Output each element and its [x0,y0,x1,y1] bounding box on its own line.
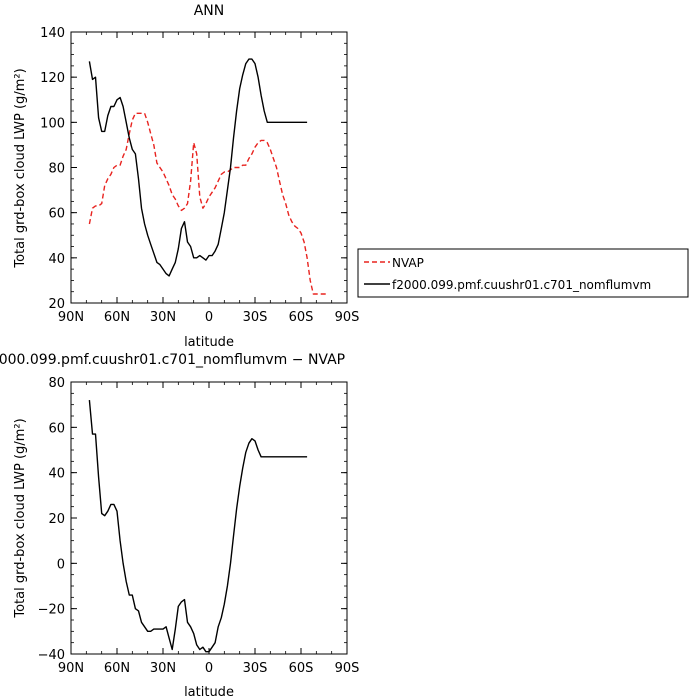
top-x-tick-label: 90N [58,310,84,325]
bottom-x-tick-label: 90N [58,661,84,676]
bottom-y-tick-label: −20 [38,603,65,618]
top-y-tick-label: 40 [48,252,65,267]
top-x-axis-label: latitude [184,335,234,350]
legend-box [357,248,689,298]
top-series-lines [88,58,329,295]
top-x-tick-label: 30N [150,310,176,325]
top-x-ticks: 90N 60N 30N 0 30S 60S 90S [58,32,360,325]
bottom-y-tick-label: 80 [48,376,65,391]
bottom-x-tick-label: 60N [104,661,130,676]
top-legend: NVAP f2000.099.pmf.cuushr01.c701_nomflum… [357,248,689,298]
top-chart-title: ANN [194,3,225,19]
top-y-ticks: 20 40 60 80 100 120 140 [40,26,347,312]
top-y-tick-label: 120 [40,71,65,86]
bottom-y-tick-label: 0 [57,557,65,572]
legend-label-nvap: NVAP [392,256,424,270]
bottom-x-ticks: 90N 60N 30N 0 30S 60S 90S [58,382,360,676]
top-x-tick-label: 60S [289,310,314,325]
bottom-series-lines [88,400,308,653]
bottom-y-axis-label: Total grd-box cloud LWP (g/m²) [13,418,28,618]
top-y-tick-label: 20 [48,297,65,312]
bottom-x-tick-label: 30N [150,661,176,676]
bottom-y-tick-label: 20 [48,512,65,527]
top-x-tick-label: 0 [205,310,213,325]
bottom-y-tick-label: 60 [48,421,65,436]
bottom-y-ticks: −40 −20 0 20 40 60 80 [38,376,347,663]
bottom-x-axis-label: latitude [184,685,234,700]
bottom-y-tick-label: 40 [48,467,65,482]
top-y-tick-label: 140 [40,26,65,41]
top-x-tick-label: 60N [104,310,130,325]
top-y-axis-label: Total grd-box cloud LWP (g/m²) [13,68,28,268]
bottom-x-tick-label: 90S [335,661,360,676]
bottom-series-line-difference [88,400,308,653]
top-x-tick-label: 90S [335,310,360,325]
bottom-plot-frame [70,381,348,655]
top-y-tick-label: 80 [48,162,65,177]
top-y-tick-label: 60 [48,207,65,222]
bottom-chart-title: f2000.099.pmf.cuushr01.c701_nomflumvm − … [0,352,345,368]
top-plot-frame [70,31,348,304]
bottom-x-tick-label: 0 [205,661,213,676]
top-x-tick-label: 30S [243,310,268,325]
top-y-tick-label: 100 [40,116,65,131]
top-series-line-f2000-099-pmf-cuushr01-c701-nomflumvm [88,58,308,277]
bottom-y-tick-label: −40 [38,648,65,663]
legend-label-model: f2000.099.pmf.cuushr01.c701_nomflumvm [392,278,651,292]
bottom-x-tick-label: 30S [243,661,268,676]
top-series-line-nvap [88,112,329,295]
bottom-chart: f2000.099.pmf.cuushr01.c701_nomflumvm − … [0,352,359,700]
bottom-x-tick-label: 60S [289,661,314,676]
